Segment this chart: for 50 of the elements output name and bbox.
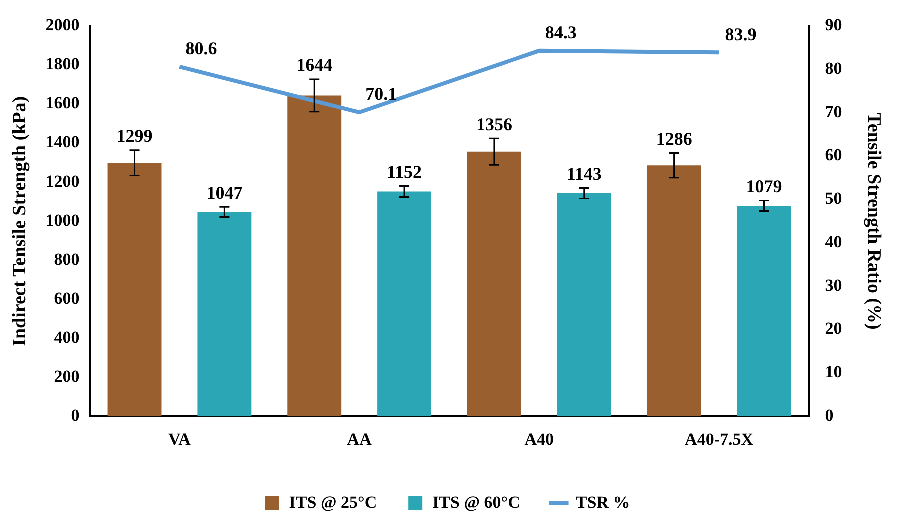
legend-label: ITS @ 25°C	[289, 492, 378, 512]
y2-tick-label: 0	[825, 406, 834, 425]
bar	[378, 192, 432, 417]
data-label: 1356	[476, 114, 512, 134]
y2-tick-label: 90	[825, 16, 842, 35]
data-label: 1152	[387, 162, 422, 182]
bar	[557, 193, 612, 417]
data-label: 1047	[206, 182, 243, 203]
y2-tick-label: 10	[825, 362, 842, 382]
data-label: 1299	[116, 126, 153, 146]
legend-label: TSR %	[576, 492, 630, 512]
y-tick-label: 0	[71, 406, 80, 425]
y2-axis-title: Tensile Strength Ratio (%)	[864, 112, 885, 330]
x-tick-label: AA	[347, 430, 373, 450]
y-tick-label: 1600	[46, 94, 80, 113]
bar	[198, 212, 252, 417]
y-tick-label: 1200	[46, 172, 80, 191]
data-label: 80.6	[186, 38, 218, 59]
x-tick-label: VA	[168, 430, 192, 450]
y2-tick-label: 20	[825, 319, 842, 338]
data-label: 83.9	[725, 24, 757, 44]
bar	[467, 152, 522, 417]
bar	[288, 96, 342, 417]
y2-tick-label: 30	[825, 276, 842, 295]
data-label: 70.1	[366, 84, 398, 104]
y-tick-label: 400	[54, 328, 80, 347]
y2-tick-label: 40	[825, 232, 842, 252]
data-label: 1286	[656, 128, 692, 149]
bar	[737, 206, 792, 417]
y2-tick-label: 60	[825, 146, 842, 165]
y-tick-label: 800	[54, 250, 80, 269]
y-tick-label: 2000	[46, 16, 80, 35]
y2-tick-label: 70	[825, 102, 842, 122]
legend-label: ITS @ 60°C	[432, 492, 520, 512]
y-tick-label: 1400	[46, 132, 80, 152]
y-tick-label: 600	[54, 288, 80, 308]
data-label: 1644	[296, 55, 333, 76]
x-tick-label: A40	[524, 430, 554, 450]
data-label: 1079	[746, 176, 782, 196]
x-tick-label: A40-7.5X	[685, 430, 754, 450]
bar	[108, 163, 162, 417]
data-label: 84.3	[545, 22, 577, 43]
y2-tick-label: 50	[825, 189, 842, 208]
y2-tick-label: 80	[825, 58, 842, 78]
y-tick-label: 1800	[46, 54, 80, 74]
data-label: 1143	[566, 164, 602, 184]
y-tick-label: 1000	[46, 210, 80, 230]
bar	[647, 166, 702, 417]
y-tick-label: 200	[54, 366, 80, 386]
y-axis-title: Indirect Tensile Strength (kPa)	[9, 96, 30, 346]
